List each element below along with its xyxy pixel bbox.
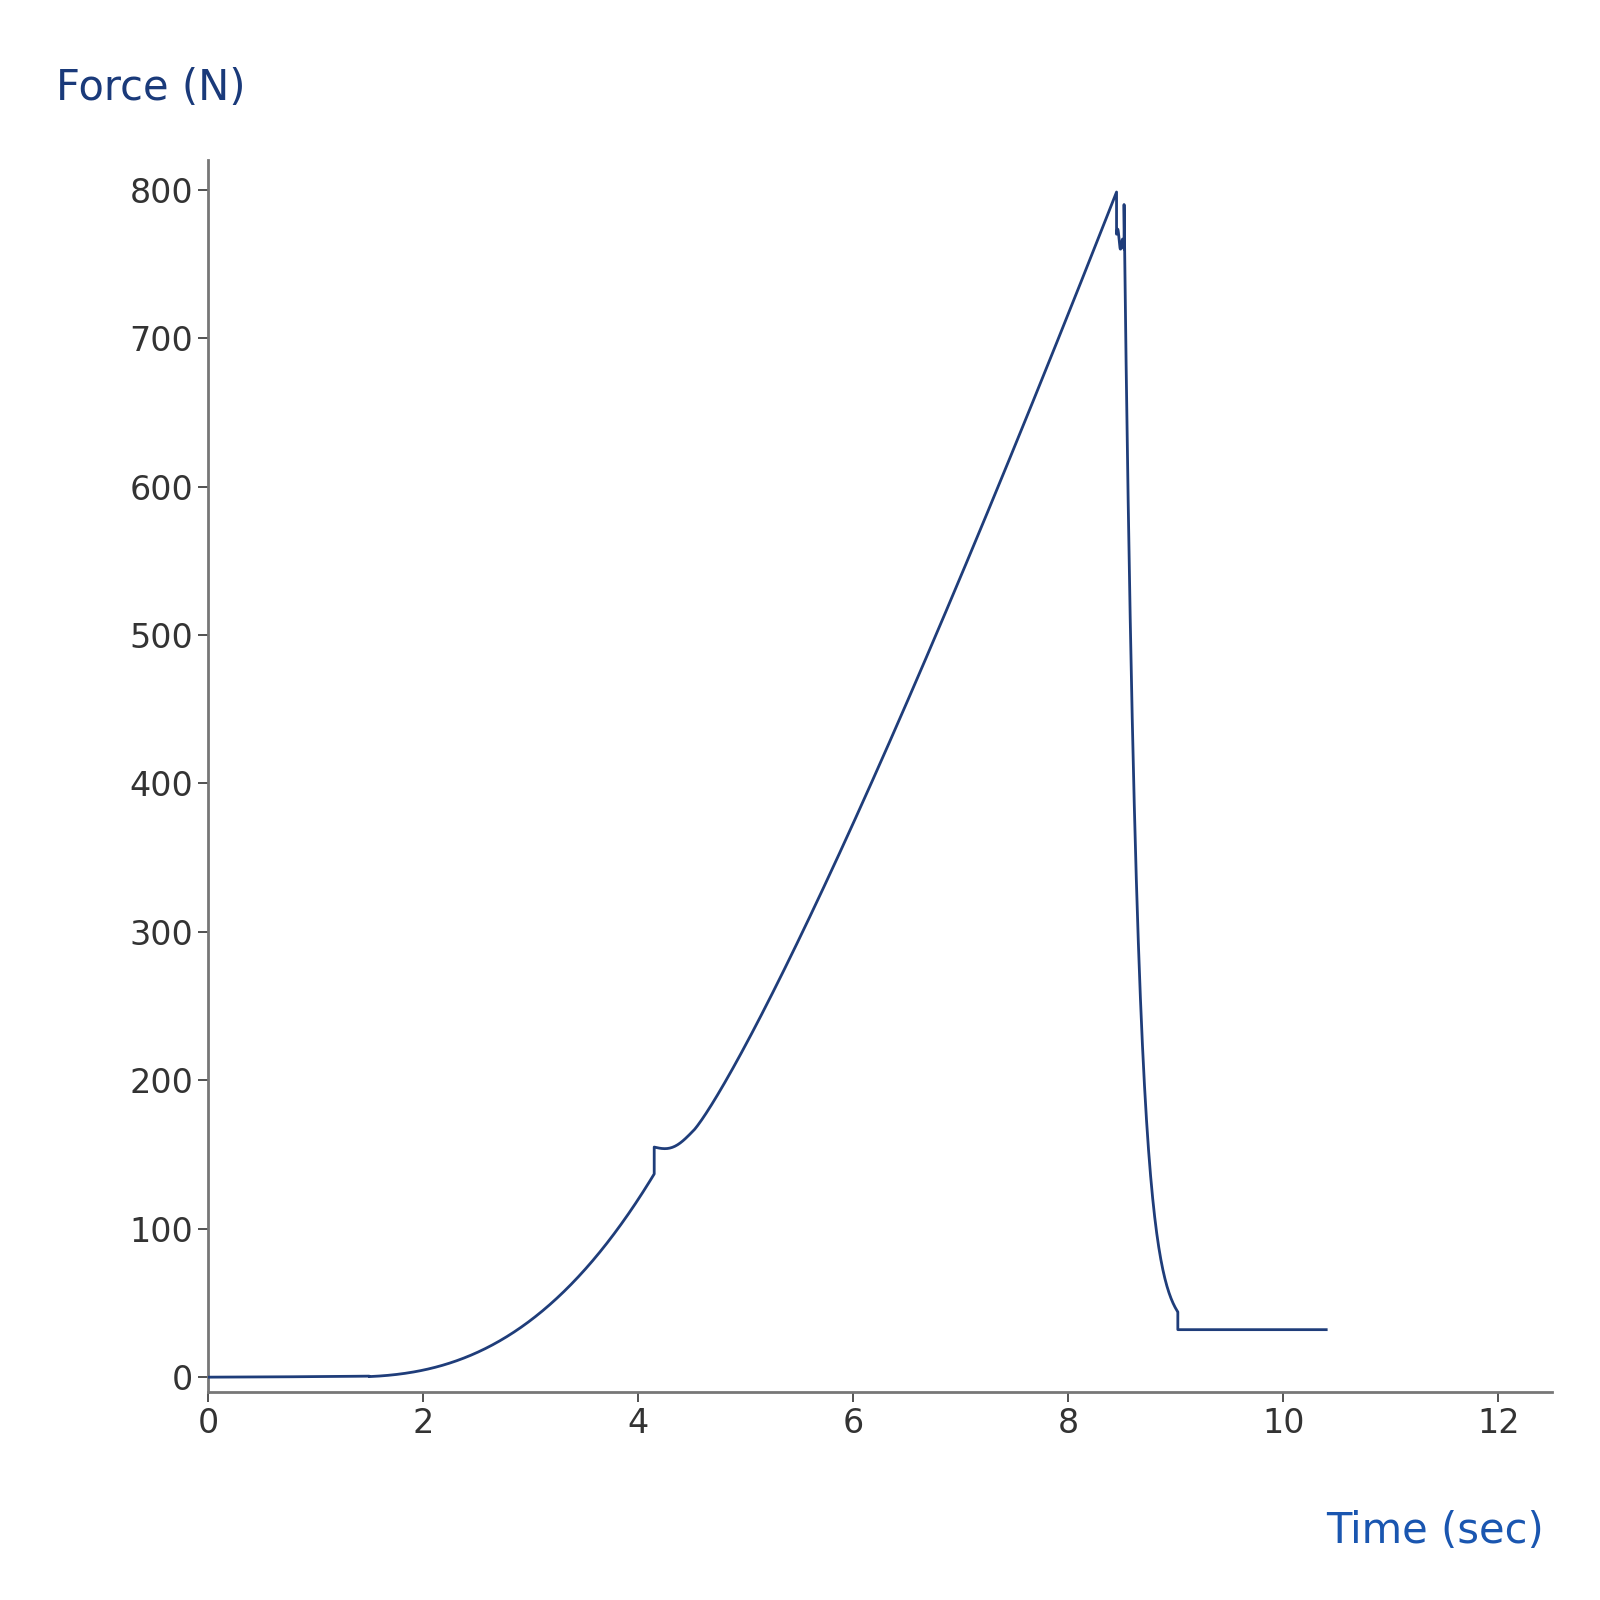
Text: Time (sec): Time (sec)	[1326, 1510, 1544, 1552]
Text: Force (N): Force (N)	[56, 67, 245, 109]
